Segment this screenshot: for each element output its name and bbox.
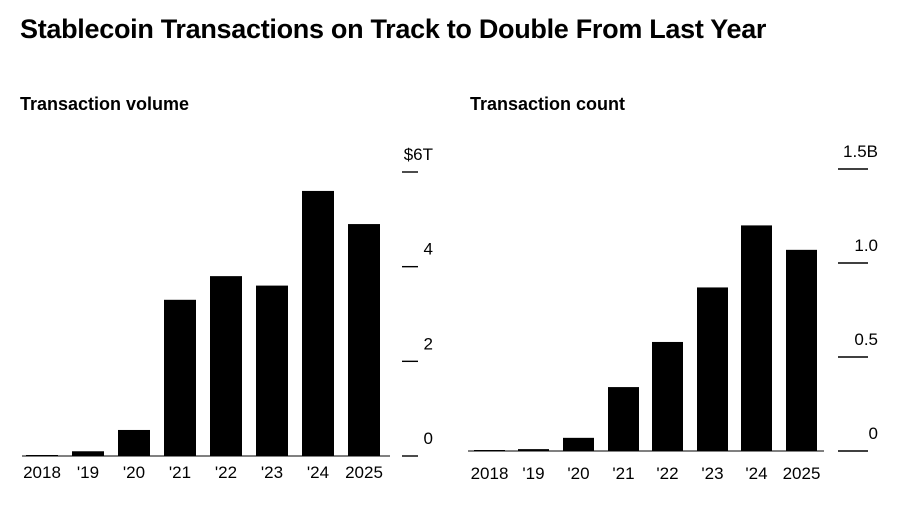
volume-x-tick-label: '22 <box>215 463 237 482</box>
volume-x-tick-label: '21 <box>169 463 191 482</box>
volume-bar-5 <box>256 285 288 456</box>
count-x-tick-label: 2025 <box>783 464 821 483</box>
volume-y-tick-label: 4 <box>424 240 433 259</box>
volume-x-tick-label: '23 <box>261 463 283 482</box>
count-bar-6 <box>741 225 772 451</box>
count-bar-4 <box>652 341 683 451</box>
count-y-tick-label: 0.5 <box>854 330 878 349</box>
volume-x-tick-label: '19 <box>77 463 99 482</box>
volume-bar-2 <box>118 429 150 456</box>
page-title: Stablecoin Transactions on Track to Doub… <box>20 14 767 44</box>
volume-x-tick-label: 2018 <box>23 463 61 482</box>
count-x-tick-label: '19 <box>522 464 544 483</box>
count-bar-5 <box>697 287 728 451</box>
count-y-tick-label: 1.5B <box>843 142 878 161</box>
volume-bar-4 <box>210 276 242 456</box>
count-chart-title: Transaction count <box>470 94 626 114</box>
volume-x-tick-label: 2025 <box>345 463 383 482</box>
count-bar-3 <box>608 387 639 451</box>
volume-y-tick-label: 0 <box>424 429 433 448</box>
volume-bar-3 <box>164 299 196 456</box>
volume-y-tick-label: 2 <box>424 334 433 353</box>
count-bar-2 <box>563 437 594 451</box>
count-bar-1 <box>518 449 549 451</box>
count-bar-0 <box>474 450 505 451</box>
count-x-tick-label: '20 <box>567 464 589 483</box>
volume-x-tick-label: '24 <box>307 463 329 482</box>
count-x-tick-label: 2018 <box>471 464 509 483</box>
count-x-tick-label: '22 <box>656 464 678 483</box>
volume-bar-6 <box>302 190 334 456</box>
count-x-tick-label: '21 <box>612 464 634 483</box>
volume-x-tick-label: '20 <box>123 463 145 482</box>
volume-bar-0 <box>26 455 58 456</box>
volume-y-tick-label: $6T <box>404 145 433 164</box>
count-y-tick-label: 0 <box>869 424 878 443</box>
volume-bar-1 <box>72 451 104 456</box>
volume-bar-7 <box>348 224 380 456</box>
count-bar-7 <box>786 249 817 451</box>
volume-chart-title: Transaction volume <box>20 94 190 114</box>
count-x-tick-label: '24 <box>745 464 767 483</box>
count-y-tick-label: 1.0 <box>854 236 878 255</box>
count-x-tick-label: '23 <box>701 464 723 483</box>
